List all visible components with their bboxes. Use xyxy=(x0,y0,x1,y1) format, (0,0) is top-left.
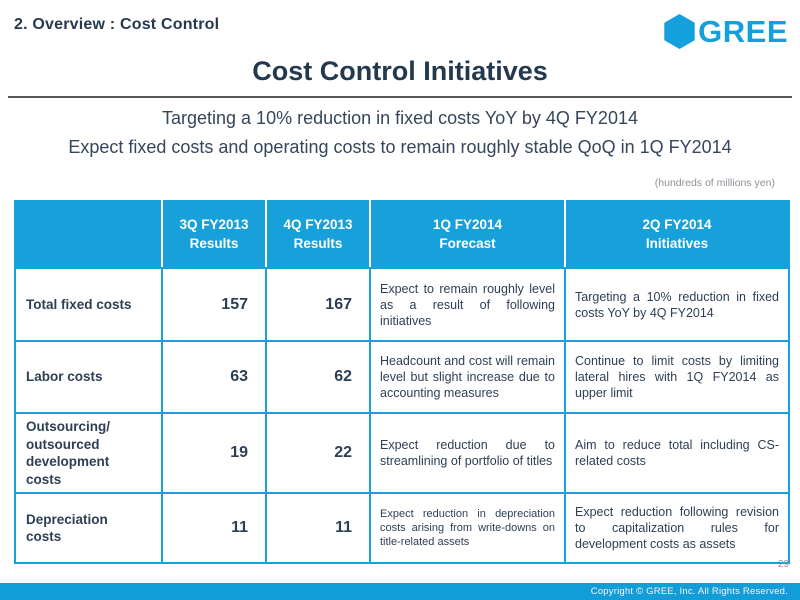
forecast-text: Expect to remain roughly level as a resu… xyxy=(369,267,566,342)
header-cell-1q-fy2014: 1Q FY2014 Forecast xyxy=(369,200,566,269)
initiative-text: Continue to limit costs by limiting late… xyxy=(564,340,790,414)
cost-control-table: 3Q FY2013 Results 4Q FY2013 Results 1Q F… xyxy=(14,200,790,565)
q4-value: 11 xyxy=(265,492,371,565)
header-cell-3q-fy2013: 3Q FY2013 Results xyxy=(161,200,267,269)
gree-logo-text: GREE xyxy=(698,14,788,49)
page-number: 29 xyxy=(777,559,789,570)
q4-value: 62 xyxy=(265,340,371,414)
forecast-text: Headcount and cost will remain level but… xyxy=(369,340,566,414)
forecast-text: Expect reduction in depreciation costs a… xyxy=(369,492,566,565)
q4-value: 22 xyxy=(265,411,371,495)
gree-hexagon-icon xyxy=(664,14,695,49)
footer-bar: Copyright © GREE, Inc. All Rights Reserv… xyxy=(0,583,800,600)
header-cell-4q-fy2013: 4Q FY2013 Results xyxy=(265,200,371,269)
q4-value: 167 xyxy=(265,267,371,342)
header-cell-blank xyxy=(14,200,163,269)
table-row-outsourcing-costs: Outsourcing/ outsourced development cost… xyxy=(14,411,790,495)
copyright-text: Copyright © GREE, Inc. All Rights Reserv… xyxy=(590,586,788,597)
q3-value: 11 xyxy=(161,492,267,565)
table-row-depreciation-costs: Depreciation costs 11 11 Expect reductio… xyxy=(14,492,790,565)
q3-value: 157 xyxy=(161,267,267,342)
page-title: Cost Control Initiatives xyxy=(252,56,548,86)
subtitle-block: Targeting a 10% reduction in fixed costs… xyxy=(0,104,800,162)
initiative-text: Targeting a 10% reduction in fixed costs… xyxy=(564,267,790,342)
unit-note: (hundreds of millions yen) xyxy=(654,177,775,189)
row-label: Total fixed costs xyxy=(14,267,163,342)
gree-logo: GREE xyxy=(664,14,788,49)
title-divider xyxy=(8,96,792,98)
row-label: Outsourcing/ outsourced development cost… xyxy=(14,411,163,495)
table-row-total-fixed-costs: Total fixed costs 157 167 Expect to rema… xyxy=(14,267,790,342)
row-label: Depreciation costs xyxy=(14,492,163,565)
forecast-text: Expect reduction due to streamlining of … xyxy=(369,411,566,495)
header-cell-2q-fy2014: 2Q FY2014 Initiatives xyxy=(564,200,790,269)
subtitle-line-1: Targeting a 10% reduction in fixed costs… xyxy=(162,108,638,128)
initiative-text: Expect reduction following revision to c… xyxy=(564,492,790,565)
initiative-text: Aim to reduce total including CS-related… xyxy=(564,411,790,495)
q3-value: 19 xyxy=(161,411,267,495)
q3-value: 63 xyxy=(161,340,267,414)
section-title: 2. Overview : Cost Control xyxy=(14,16,220,33)
subtitle-line-2: Expect fixed costs and operating costs t… xyxy=(68,137,732,157)
table-header-row: 3Q FY2013 Results 4Q FY2013 Results 1Q F… xyxy=(14,200,790,269)
row-label: Labor costs xyxy=(14,340,163,414)
table-row-labor-costs: Labor costs 63 62 Headcount and cost wil… xyxy=(14,340,790,414)
